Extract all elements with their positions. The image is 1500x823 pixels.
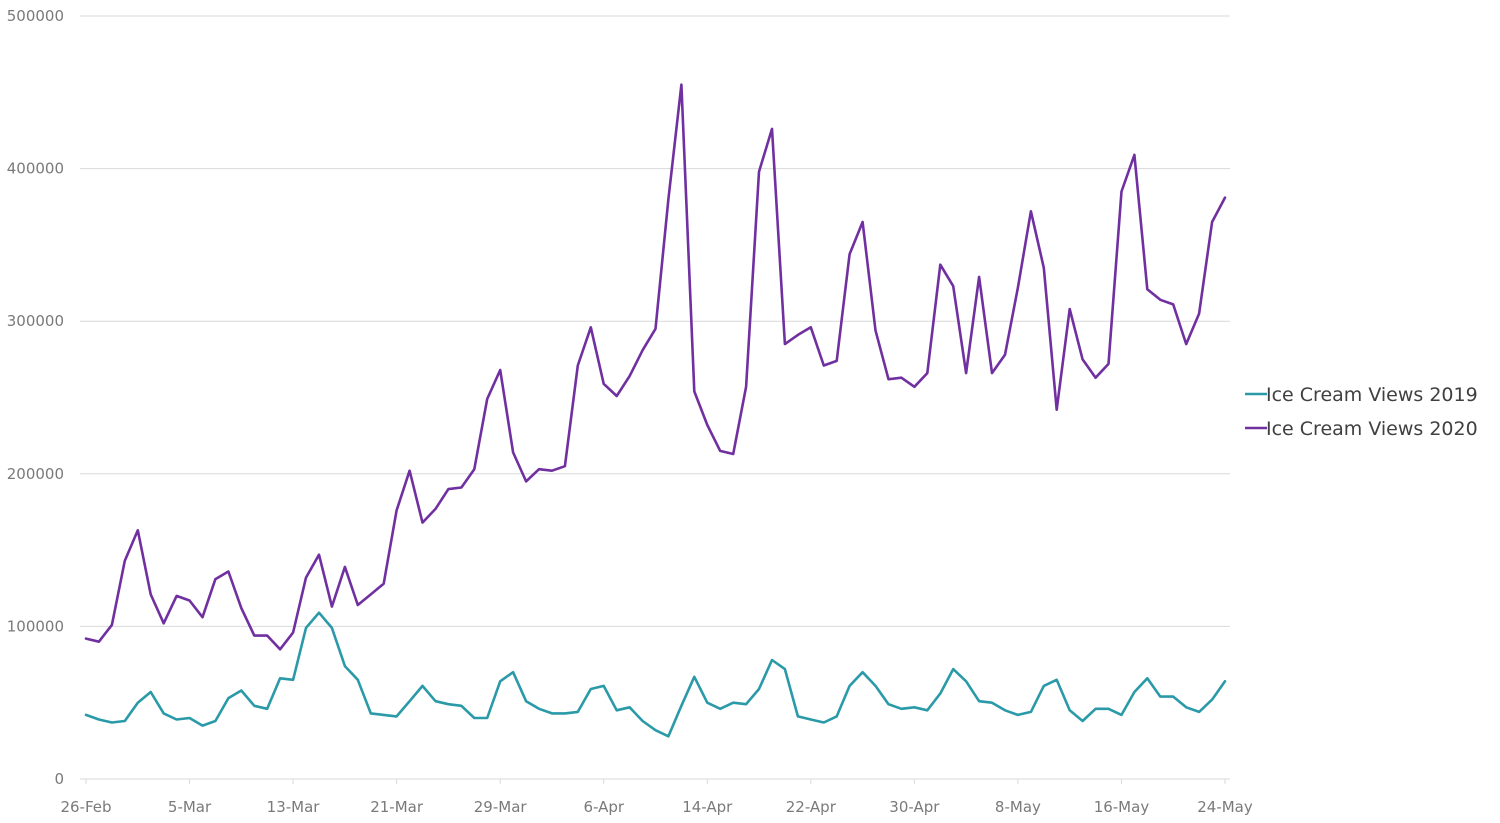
y-tick-label: 0 [54, 770, 64, 788]
y-tick-label: 500000 [7, 7, 64, 25]
x-tick-label: 5-Mar [168, 798, 212, 816]
y-tick-label: 400000 [7, 160, 64, 178]
x-tick-label: 24-May [1197, 798, 1253, 816]
series-line-1 [84, 611, 1227, 738]
x-tick-label: 16-May [1094, 798, 1150, 816]
x-tick-label: 8-May [995, 798, 1041, 816]
y-tick-label: 300000 [7, 312, 64, 330]
x-tick-label: 13-Mar [267, 798, 321, 816]
x-tick-label: 21-Mar [370, 798, 424, 816]
legend-label: Ice Cream Views 2019 [1266, 384, 1478, 406]
series-lines [84, 83, 1227, 738]
x-tick-label: 14-Apr [682, 798, 733, 816]
x-tick-label: 6-Apr [583, 798, 624, 816]
x-tick-label: 29-Mar [474, 798, 528, 816]
x-tick-label: 30-Apr [889, 798, 940, 816]
legend: Ice Cream Views 2019 Ice Cream Views 2020 [1245, 384, 1478, 440]
gridlines [80, 15, 1230, 780]
y-tick-label: 200000 [7, 465, 64, 483]
y-axis-ticks: 0 100000 200000 300000 400000 500000 [7, 7, 64, 788]
x-tick-label: 26-Feb [60, 798, 111, 816]
y-tick-label: 100000 [7, 617, 64, 635]
x-axis-ticks: 26-Feb 5-Mar 13-Mar 21-Mar 29-Mar 6-Apr 14-Apr… [60, 779, 1253, 816]
legend-label: Ice Cream Views 2020 [1266, 418, 1478, 440]
series-line-2 [84, 83, 1227, 651]
x-tick-label: 22-Apr [786, 798, 837, 816]
